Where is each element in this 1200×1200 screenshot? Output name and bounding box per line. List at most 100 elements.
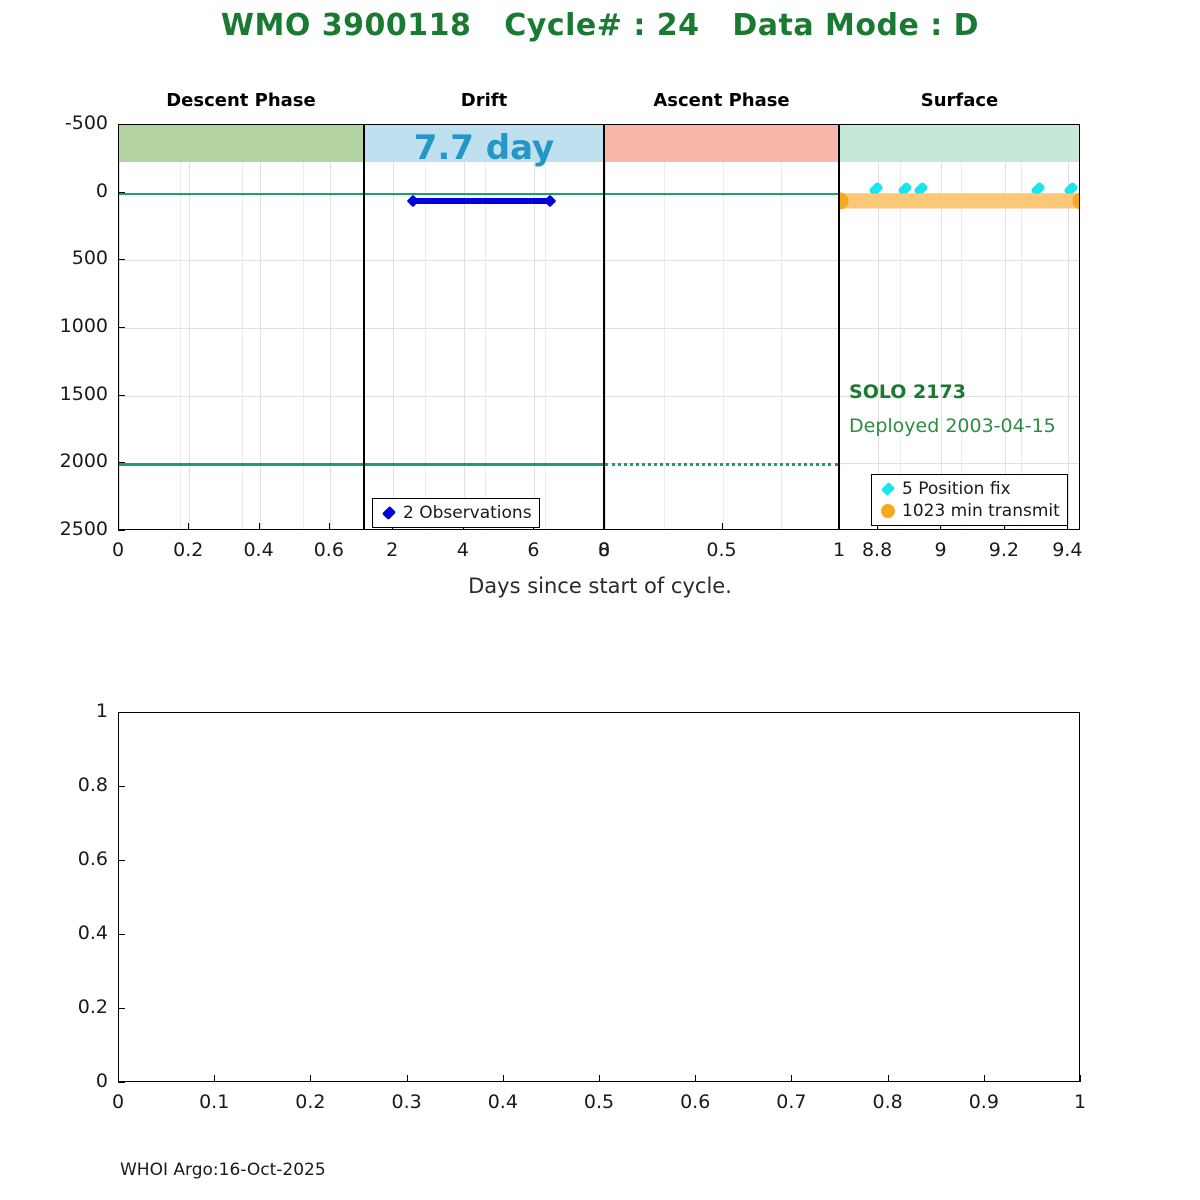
y-tick-mark	[118, 394, 125, 396]
legend-marker-swatch	[877, 478, 899, 500]
x-tick-label: 0.6	[313, 539, 344, 561]
x-tick-label: 8.8	[861, 539, 893, 561]
gridline-horizontal	[840, 463, 1079, 465]
secondary-x-tick-label: 0.7	[776, 1091, 807, 1113]
x-tick-mark	[328, 523, 330, 530]
gridline-vertical-minor	[180, 125, 182, 529]
phase-band-surface	[840, 125, 1079, 162]
x-tick-label: 4	[456, 539, 469, 561]
gridline-horizontal	[840, 328, 1079, 329]
y-tick-mark	[118, 124, 125, 125]
gridline-vertical	[1068, 125, 1070, 529]
reference-line-0m	[364, 192, 603, 196]
legend-label: 5 Position fix	[902, 479, 1011, 499]
reference-line-0m	[605, 192, 839, 196]
gridline-horizontal	[605, 328, 839, 329]
cycle-timeline-plot	[118, 124, 1080, 530]
panel-descent-phase	[118, 124, 364, 530]
x-tick-label: 0	[597, 539, 611, 561]
gridline-vertical	[259, 125, 261, 529]
secondary-y-tick-label: 1	[95, 700, 108, 722]
secondary-y-tick-mark	[118, 712, 125, 713]
observation-line	[412, 197, 551, 204]
x-tick-label: 8	[597, 539, 611, 561]
secondary-y-tick-mark	[118, 860, 125, 861]
phase-label-drift: Drift	[460, 90, 508, 111]
legend-label: 1023 min transmit	[902, 501, 1060, 521]
gridline-vertical-minor	[900, 125, 902, 529]
legend-label: 2 Observations	[402, 503, 532, 523]
phase-band-drift	[364, 125, 603, 162]
legend-entry: 1023 min transmit	[877, 500, 1060, 522]
x-tick-mark	[1067, 523, 1069, 530]
gridline-vertical	[393, 125, 395, 529]
page-title: WMO 3900118 Cycle# : 24 Data Mode : D	[220, 8, 980, 43]
gridline-vertical	[1004, 125, 1006, 529]
phase-label-descent-phase: Descent Phase	[166, 90, 316, 111]
secondary-x-tick-label: 1	[1073, 1091, 1087, 1113]
surface-legend[interactable]: 5 Position fix 1023 min transmit	[871, 474, 1068, 526]
gridline-vertical-minor	[303, 125, 305, 529]
secondary-x-tick-mark	[695, 1075, 697, 1082]
drift-legend[interactable]: 2 Observations	[371, 498, 540, 528]
secondary-x-tick-mark	[599, 1075, 600, 1082]
secondary-x-tick-mark	[214, 1075, 216, 1082]
x-tick-mark	[940, 523, 942, 530]
secondary-y-tick-mark	[118, 786, 125, 787]
x-tick-mark	[118, 523, 119, 530]
reference-line-2000m	[364, 463, 603, 466]
gridline-horizontal	[840, 192, 1079, 194]
y-tick-label: -500	[64, 112, 108, 134]
x-axis-label: Days since start of cycle.	[468, 574, 732, 598]
float-deployment-annotation: Deployed 2003-04-15	[849, 415, 1056, 438]
gridline-horizontal	[364, 260, 603, 262]
drift-duration-label: 7.7 day	[413, 128, 555, 168]
gridline-vertical-minor	[663, 125, 665, 529]
secondary-x-tick-mark	[887, 1075, 889, 1082]
y-tick-label: 0	[95, 179, 108, 202]
secondary-x-tick-label: 0.3	[391, 1091, 422, 1113]
secondary-x-tick-label: 0.8	[872, 1091, 903, 1113]
gridline-vertical-minor	[960, 125, 962, 529]
secondary-y-tick-mark	[118, 934, 125, 935]
x-tick-label: 0.4	[243, 539, 274, 561]
secondary-y-tick-label: 0.6	[77, 848, 108, 870]
secondary-x-tick-mark	[406, 1075, 408, 1082]
secondary-x-tick-label: 0.5	[583, 1091, 615, 1113]
phase-label-surface: Surface	[920, 90, 999, 111]
gridline-vertical-minor	[1020, 125, 1022, 529]
gridline-vertical	[329, 125, 331, 529]
secondary-y-tick-mark	[118, 1082, 125, 1083]
x-tick-label: 1	[832, 539, 846, 561]
observation-marker	[406, 194, 419, 208]
footer-credit: WHOI Argo:16-Oct-2025	[120, 1160, 326, 1180]
secondary-y-tick-label: 0.8	[77, 774, 108, 796]
secondary-x-tick-mark	[791, 1075, 793, 1082]
phase-band-descent-phase	[119, 125, 363, 162]
gridline-vertical	[189, 125, 191, 529]
secondary-x-tick-label: 0.9	[968, 1091, 999, 1113]
y-tick-label: 500	[71, 247, 108, 270]
gridline-vertical-minor	[241, 125, 243, 529]
gridline-vertical-minor	[484, 125, 486, 529]
x-tick-label: 0	[111, 539, 125, 561]
y-tick-mark	[118, 259, 125, 261]
secondary-x-tick-label: 0.2	[295, 1091, 326, 1113]
y-tick-label: 1000	[59, 315, 108, 337]
secondary-x-tick-mark	[310, 1075, 312, 1082]
panel-ascent-phase	[604, 124, 840, 530]
x-tick-label: 6	[527, 539, 540, 561]
reference-line-0m	[119, 192, 363, 196]
gridline-horizontal	[119, 328, 363, 329]
phase-band-ascent-phase	[605, 125, 839, 162]
y-tick-mark	[118, 191, 125, 193]
y-tick-label: 2000	[59, 450, 108, 473]
gridline-horizontal	[119, 260, 363, 262]
gridline-vertical-minor	[424, 125, 426, 529]
x-tick-mark	[1003, 523, 1005, 530]
diamond-icon	[381, 505, 397, 521]
x-tick-label: 0.2	[173, 539, 204, 561]
secondary-x-tick-mark	[1080, 1075, 1081, 1082]
x-tick-label: 9.2	[988, 539, 1019, 561]
secondary-empty-plot	[118, 712, 1080, 1082]
